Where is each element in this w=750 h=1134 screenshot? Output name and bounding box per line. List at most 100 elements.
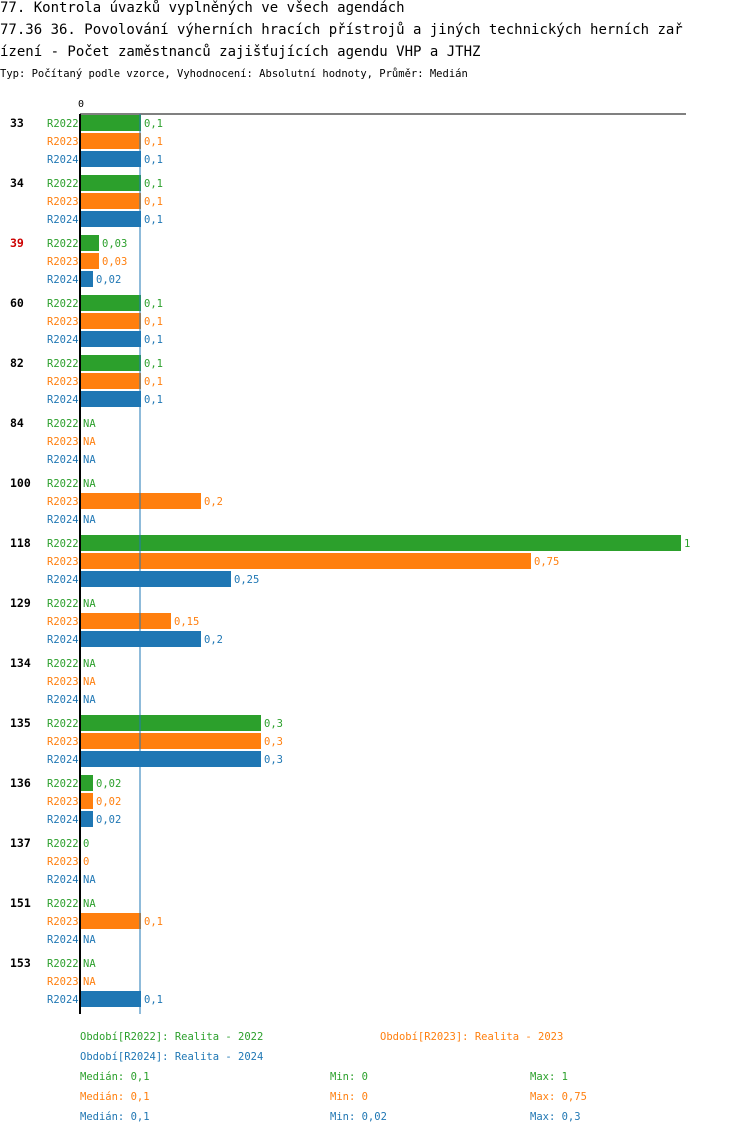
group-label-151: 151 bbox=[10, 896, 31, 910]
value-label-34-R2024: 0,1 bbox=[144, 214, 163, 226]
series-label-137-R2022: R2022 bbox=[47, 838, 79, 850]
bar-60-R2023 bbox=[81, 313, 141, 329]
value-label-151-R2024: NA bbox=[83, 934, 96, 946]
legend-max-R2023: Max: 0,75 bbox=[530, 1091, 587, 1103]
value-label-82-R2023: 0,1 bbox=[144, 376, 163, 388]
value-label-118-R2022: 1 bbox=[684, 538, 690, 550]
group-label-82: 82 bbox=[10, 356, 24, 370]
series-label-135-R2024: R2024 bbox=[47, 754, 79, 766]
value-label-135-R2023: 0,3 bbox=[264, 736, 283, 748]
group-label-33: 33 bbox=[10, 116, 24, 130]
series-label-60-R2023: R2023 bbox=[47, 316, 79, 328]
series-label-60-R2022: R2022 bbox=[47, 298, 79, 310]
series-label-153-R2023: R2023 bbox=[47, 976, 79, 988]
series-label-100-R2023: R2023 bbox=[47, 496, 79, 508]
series-label-136-R2024: R2024 bbox=[47, 814, 79, 826]
legend-median-R2024: Medián: 0,1 bbox=[80, 1111, 150, 1123]
group-label-39: 39 bbox=[10, 236, 24, 250]
value-label-82-R2022: 0,1 bbox=[144, 358, 163, 370]
value-label-151-R2023: 0,1 bbox=[144, 916, 163, 928]
group-label-60: 60 bbox=[10, 296, 24, 310]
series-label-118-R2022: R2022 bbox=[47, 538, 79, 550]
series-label-129-R2024: R2024 bbox=[47, 634, 79, 646]
value-label-135-R2024: 0,3 bbox=[264, 754, 283, 766]
bar-39-R2024 bbox=[81, 271, 93, 287]
series-label-82-R2022: R2022 bbox=[47, 358, 79, 370]
bar-60-R2022 bbox=[81, 295, 141, 311]
series-label-34-R2024: R2024 bbox=[47, 214, 79, 226]
value-label-39-R2024: 0,02 bbox=[96, 274, 121, 286]
value-label-153-R2024: 0,1 bbox=[144, 994, 163, 1006]
bar-82-R2023 bbox=[81, 373, 141, 389]
value-label-60-R2024: 0,1 bbox=[144, 334, 163, 346]
value-label-153-R2023: NA bbox=[83, 976, 96, 988]
value-label-134-R2022: NA bbox=[83, 658, 96, 670]
series-label-134-R2024: R2024 bbox=[47, 694, 79, 706]
chart-title-line-1: 77. Kontrola úvazků vyplněných ve všech … bbox=[0, 0, 405, 16]
value-label-84-R2024: NA bbox=[83, 454, 96, 466]
bar-39-R2023 bbox=[81, 253, 99, 269]
value-label-129-R2024: 0,2 bbox=[204, 634, 223, 646]
series-label-34-R2023: R2023 bbox=[47, 196, 79, 208]
value-label-39-R2022: 0,03 bbox=[102, 238, 127, 250]
legend-period-R2023: Období[R2023]: Realita - 2023 bbox=[380, 1031, 563, 1043]
bar-33-R2023 bbox=[81, 133, 141, 149]
series-label-135-R2023: R2023 bbox=[47, 736, 79, 748]
value-label-136-R2022: 0,02 bbox=[96, 778, 121, 790]
value-label-151-R2022: NA bbox=[83, 898, 96, 910]
series-label-33-R2024: R2024 bbox=[47, 154, 79, 166]
value-label-153-R2022: NA bbox=[83, 958, 96, 970]
value-label-34-R2023: 0,1 bbox=[144, 196, 163, 208]
series-label-33-R2023: R2023 bbox=[47, 136, 79, 148]
value-label-136-R2024: 0,02 bbox=[96, 814, 121, 826]
value-label-118-R2024: 0,25 bbox=[234, 574, 259, 586]
legend-min-R2024: Min: 0,02 bbox=[330, 1111, 387, 1123]
bar-135-R2024 bbox=[81, 751, 261, 767]
group-label-137: 137 bbox=[10, 836, 31, 850]
bar-118-R2023 bbox=[81, 553, 531, 569]
bar-136-R2024 bbox=[81, 811, 93, 827]
bar-118-R2024 bbox=[81, 571, 231, 587]
series-label-151-R2023: R2023 bbox=[47, 916, 79, 928]
value-label-33-R2022: 0,1 bbox=[144, 118, 163, 130]
bar-153-R2024 bbox=[81, 991, 141, 1007]
legend-median-R2022: Medián: 0,1 bbox=[80, 1071, 150, 1083]
series-label-137-R2023: R2023 bbox=[47, 856, 79, 868]
group-label-34: 34 bbox=[10, 176, 24, 190]
series-label-153-R2022: R2022 bbox=[47, 958, 79, 970]
series-label-134-R2023: R2023 bbox=[47, 676, 79, 688]
legend-max-R2022: Max: 1 bbox=[530, 1071, 568, 1083]
value-label-137-R2023: 0 bbox=[83, 856, 89, 868]
bar-151-R2023 bbox=[81, 913, 141, 929]
bar-100-R2023 bbox=[81, 493, 201, 509]
series-label-84-R2023: R2023 bbox=[47, 436, 79, 448]
value-label-34-R2022: 0,1 bbox=[144, 178, 163, 190]
legend-max-R2024: Max: 0,3 bbox=[530, 1111, 581, 1123]
value-label-137-R2022: 0 bbox=[83, 838, 89, 850]
value-label-136-R2023: 0,02 bbox=[96, 796, 121, 808]
bar-136-R2023 bbox=[81, 793, 93, 809]
bar-34-R2023 bbox=[81, 193, 141, 209]
value-label-135-R2022: 0,3 bbox=[264, 718, 283, 730]
series-label-39-R2023: R2023 bbox=[47, 256, 79, 268]
series-label-100-R2022: R2022 bbox=[47, 478, 79, 490]
series-label-82-R2023: R2023 bbox=[47, 376, 79, 388]
series-label-129-R2022: R2022 bbox=[47, 598, 79, 610]
series-label-129-R2023: R2023 bbox=[47, 616, 79, 628]
bar-33-R2024 bbox=[81, 151, 141, 167]
value-label-100-R2023: 0,2 bbox=[204, 496, 223, 508]
series-label-136-R2023: R2023 bbox=[47, 796, 79, 808]
value-label-100-R2022: NA bbox=[83, 478, 96, 490]
series-label-84-R2022: R2022 bbox=[47, 418, 79, 430]
group-label-135: 135 bbox=[10, 716, 31, 730]
chart-subtitle: Typ: Počítaný podle vzorce, Vyhodnocení:… bbox=[0, 68, 468, 80]
group-label-84: 84 bbox=[10, 416, 24, 430]
bar-39-R2022 bbox=[81, 235, 99, 251]
series-label-118-R2023: R2023 bbox=[47, 556, 79, 568]
series-label-137-R2024: R2024 bbox=[47, 874, 79, 886]
legend-period-R2022: Období[R2022]: Realita - 2022 bbox=[80, 1031, 263, 1043]
value-label-137-R2024: NA bbox=[83, 874, 96, 886]
bar-82-R2022 bbox=[81, 355, 141, 371]
chart-title-line-2: 77.36 36. Povolování výherních hracích p… bbox=[0, 22, 683, 38]
